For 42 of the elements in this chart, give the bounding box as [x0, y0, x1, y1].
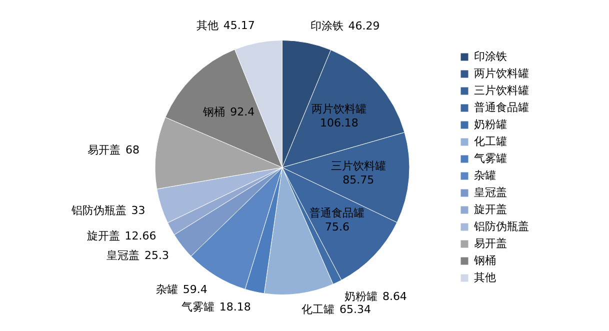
legend-label: 奶粉罐 — [474, 118, 507, 131]
slice-label: 杂罐 — [156, 283, 178, 296]
legend-label: 铝防伪瓶盖 — [473, 220, 529, 233]
data-label: 65.34 — [339, 302, 371, 316]
data-label: 8.64 — [382, 290, 407, 304]
legend-label: 印涂铁 — [474, 50, 507, 63]
legend-label: 杂罐 — [474, 168, 496, 182]
legend-label: 气雾罐 — [474, 152, 507, 165]
slice-label: 铝防伪瓶盖 — [70, 204, 126, 218]
slice-label: 旋开盖 — [86, 230, 120, 243]
legend-label: 皇冠盖 — [474, 186, 507, 199]
slice-label: 气雾罐 — [181, 300, 214, 314]
legend-label: 普通食品罐 — [474, 100, 529, 114]
data-label: 25.3 — [144, 248, 170, 262]
slice-label: 普通食品罐 — [310, 206, 365, 220]
data-label: 18.18 — [219, 300, 251, 314]
legend-label: 化工罐 — [474, 134, 507, 148]
data-label: 85.75 — [342, 174, 374, 187]
slice-label: 化工罐 — [301, 302, 334, 316]
data-label: 75.6 — [324, 220, 350, 234]
slice-label: 两片饮料罐 — [312, 102, 367, 116]
slice-label: 三片饮料罐 — [330, 160, 386, 173]
slice-label: 易开盖 — [87, 143, 120, 156]
legend-label: 钢桶 — [473, 254, 496, 267]
data-label: 33 — [131, 204, 146, 218]
slice-label: 印涂铁 — [310, 19, 344, 32]
slice-label: 钢桶 — [202, 106, 226, 119]
data-label: 12.66 — [124, 230, 156, 243]
slice-label: 其他 — [196, 19, 218, 32]
data-label: 46.29 — [348, 19, 380, 32]
data-label: 59.4 — [182, 283, 208, 296]
legend-label: 两片饮料罐 — [474, 66, 529, 80]
slice-label: 奶粉罐 — [344, 290, 378, 304]
legend-label: 易开盖 — [474, 236, 507, 250]
legend-label: 其他 — [474, 270, 496, 284]
data-label: 92.4 — [230, 106, 255, 119]
data-label: 106.18 — [320, 116, 358, 130]
data-label: 45.17 — [223, 19, 255, 32]
legend-label: 三片饮料罐 — [474, 84, 529, 97]
slice-label: 皇冠盖 — [106, 248, 140, 262]
data-label: 68 — [125, 143, 140, 156]
legend-label: 旋开盖 — [474, 202, 507, 216]
